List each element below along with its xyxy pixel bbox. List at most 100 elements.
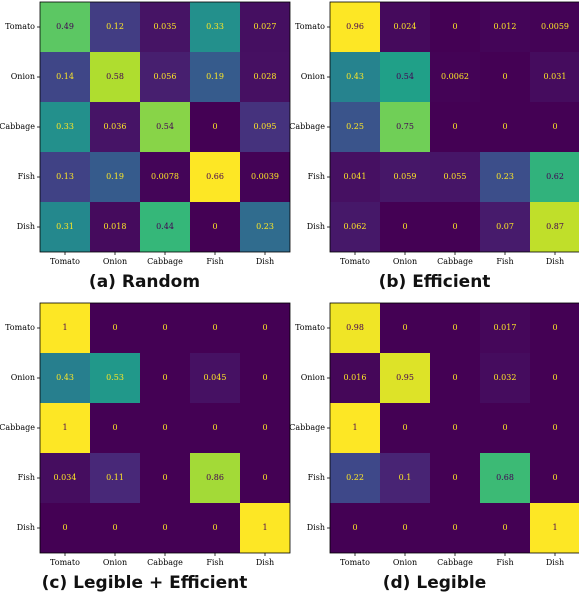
cell-label-r1-c0: 0.14 [56, 72, 74, 81]
cell-label-r1-c2: 0 [162, 373, 167, 382]
heat-cell-r4-c2 [140, 503, 190, 553]
heat-cell-r0-c2 [140, 303, 190, 353]
cell-label-r4-c2: 0 [162, 523, 167, 532]
y-tick-label-tomato: Tomato [295, 22, 325, 31]
heat-cell-r1-c2 [140, 353, 190, 403]
cell-label-r4-c1: 0 [402, 222, 407, 231]
cell-label-r4-c4: 0.23 [256, 222, 274, 231]
cell-label-r4-c0: 0 [352, 523, 357, 532]
x-tick-label-dish: Dish [546, 558, 564, 567]
heat-cell-r2-c1 [90, 403, 140, 453]
cell-label-r4-c3: 0.07 [496, 222, 514, 231]
x-tick-label-fish: Fish [496, 558, 513, 567]
cell-label-r0-c3: 0.33 [206, 22, 224, 31]
heat-cell-r4-c2 [430, 503, 480, 553]
cell-label-r3-c2: 0 [452, 473, 457, 482]
cell-label-r0-c2: 0 [452, 22, 457, 31]
cell-label-r4-c4: 1 [552, 523, 557, 532]
heat-cell-r1-c3 [480, 353, 530, 403]
cell-label-r1-c1: 0.58 [106, 72, 124, 81]
cell-label-r3-c3: 0.66 [206, 172, 224, 181]
heat-cell-r4-c1 [90, 503, 140, 553]
cell-label-r3-c0: 0.041 [344, 172, 367, 181]
heat-cell-r2-c2 [430, 403, 480, 453]
heat-cell-r1-c1 [90, 353, 140, 403]
heatmap-panel-legible: 0.98 0 0 0.017 0 0.016 0.95 0 0.032 0 1 0 0 0 0 0.22 0.1… [289, 301, 579, 601]
cell-label-r2-c4: 0.095 [254, 122, 277, 131]
cell-label-r4-c3: 0 [212, 222, 217, 231]
cell-label-r0-c2: 0.035 [154, 22, 177, 31]
x-tick-label-dish: Dish [546, 257, 564, 266]
cell-label-r3-c0: 0.034 [54, 473, 77, 482]
y-tick-label-onion: Onion [11, 373, 35, 382]
cell-label-r0-c0: 0.98 [346, 323, 364, 332]
heat-cell-r2-c3 [190, 102, 240, 152]
x-tick-label-cabbage: Cabbage [147, 558, 183, 567]
x-tick-label-cabbage: Cabbage [437, 257, 473, 266]
x-tick-label-onion: Onion [393, 257, 417, 266]
heat-cell-r2-c2 [140, 403, 190, 453]
cell-label-r0-c3: 0.012 [494, 22, 517, 31]
cell-label-r4-c2: 0 [452, 222, 457, 231]
cell-label-r2-c1: 0.036 [104, 122, 127, 131]
heat-cell-r2-c1 [380, 403, 430, 453]
heat-cell-r2-c4 [240, 403, 290, 453]
heat-cell-r0-c0 [40, 2, 90, 52]
cell-label-r0-c2: 0 [162, 323, 167, 332]
heat-cell-r3-c0 [330, 453, 380, 503]
heat-cell-r3-c4 [530, 453, 579, 503]
cell-label-r4-c3: 0 [502, 523, 507, 532]
cell-label-r0-c3: 0.017 [494, 323, 517, 332]
x-tick-label-fish: Fish [206, 558, 223, 567]
heat-cell-r0-c1 [380, 2, 430, 52]
heat-cell-r4-c3 [480, 503, 530, 553]
heat-cell-r3-c2 [430, 152, 480, 202]
y-tick-label-dish: Dish [307, 222, 325, 231]
cell-label-r0-c3: 0 [212, 323, 217, 332]
heat-cell-r0-c4 [240, 2, 290, 52]
heat-cell-r4-c4 [530, 503, 579, 553]
cell-label-r1-c3: 0.19 [206, 72, 224, 81]
cell-label-r1-c0: 0.43 [56, 373, 74, 382]
cell-label-r1-c0: 0.016 [344, 373, 367, 382]
cell-label-r2-c1: 0 [402, 423, 407, 432]
heat-cell-r3-c4 [240, 152, 290, 202]
heat-cell-r3-c2 [140, 453, 190, 503]
y-tick-label-tomato: Tomato [5, 22, 35, 31]
cell-label-r2-c0: 1 [62, 423, 67, 432]
cell-label-r3-c3: 0.86 [206, 473, 224, 482]
heat-cell-r1-c0 [330, 353, 380, 403]
cell-label-r3-c1: 0.11 [106, 473, 124, 482]
heat-cell-r3-c3 [190, 152, 240, 202]
y-tick-label-onion: Onion [301, 72, 325, 81]
heat-cell-r0-c3 [480, 303, 530, 353]
heat-cell-r1-c0 [40, 52, 90, 102]
heat-cell-r2-c0 [40, 403, 90, 453]
heat-cell-r4-c2 [140, 202, 190, 252]
caption-random: (a) Random [88, 272, 201, 292]
heat-cell-r0-c3 [190, 2, 240, 52]
cell-label-r0-c4: 0.027 [254, 22, 277, 31]
heat-cell-r1-c4 [240, 52, 290, 102]
x-tick-label-cabbage: Cabbage [147, 257, 183, 266]
heat-cell-r0-c4 [240, 303, 290, 353]
heat-cell-r0-c4 [530, 2, 579, 52]
heat-cell-r0-c3 [480, 2, 530, 52]
cell-label-r2-c2: 0 [452, 122, 457, 131]
cell-label-r4-c2: 0.44 [156, 222, 174, 231]
cell-label-r3-c4: 0.0039 [251, 172, 279, 181]
heat-cell-r1-c3 [190, 52, 240, 102]
heat-cell-r2-c0 [330, 102, 380, 152]
y-tick-label-fish: Fish [18, 473, 35, 482]
heat-cell-r3-c4 [530, 152, 579, 202]
y-tick-label-cabbage: Cabbage [0, 423, 35, 432]
x-tick-label-tomato: Tomato [340, 558, 370, 567]
cell-label-r3-c4: 0 [552, 473, 557, 482]
cell-label-r3-c1: 0.1 [399, 473, 412, 482]
cell-label-r2-c0: 0.25 [346, 122, 364, 131]
heat-cell-r3-c4 [240, 453, 290, 503]
x-tick-label-tomato: Tomato [50, 558, 80, 567]
cell-label-r2-c3: 0 [502, 423, 507, 432]
heat-cell-r4-c1 [380, 202, 430, 252]
heat-cell-r3-c3 [480, 453, 530, 503]
